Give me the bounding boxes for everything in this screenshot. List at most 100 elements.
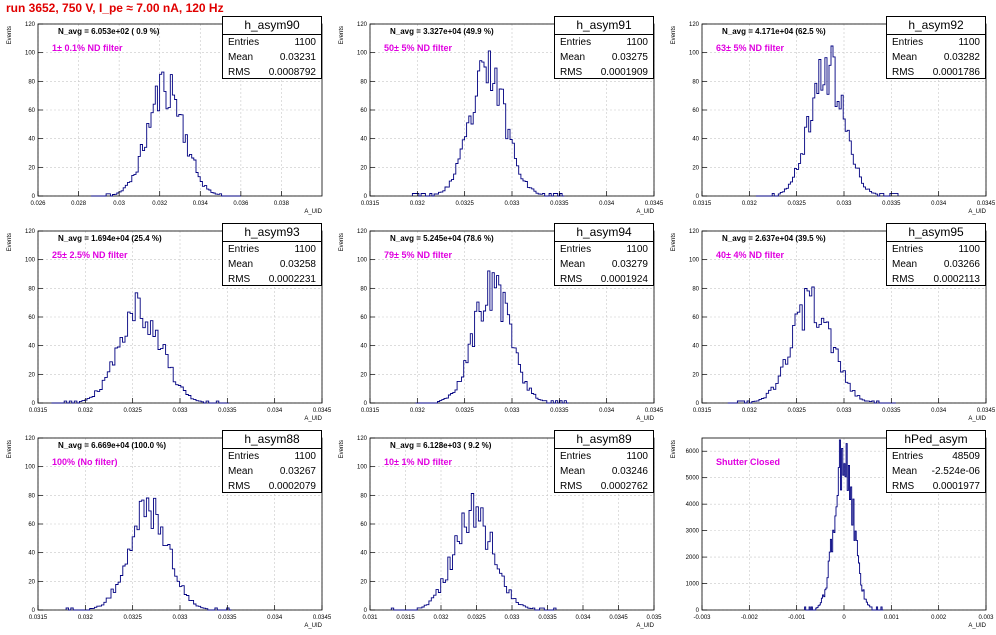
- stats-value: 0.0002079: [268, 481, 316, 492]
- stats-label: Mean: [892, 52, 918, 63]
- y-tick-label: 60: [360, 522, 367, 528]
- histogram-panel-h_asym89: 0.031 0.0315 0.032 0.0325 0.033 0.0335 0.034 0.…: [332, 428, 664, 635]
- stats-value: 1100: [958, 244, 980, 255]
- y-tick-label: 60: [692, 108, 699, 114]
- x-tick-label: -0.001: [788, 615, 806, 621]
- y-tick-label: 40: [692, 137, 699, 143]
- x-axis-title: A_UID: [968, 209, 986, 215]
- x-tick-label: 0.033: [172, 615, 188, 621]
- x-tick-label: 0.032: [410, 201, 426, 207]
- stats-box: h_asym93 Entries 1100 Mean 0.03258 RMS 0.00022…: [222, 223, 322, 286]
- x-tick-label: 0.0345: [645, 201, 664, 207]
- x-tick-label: 0.0325: [787, 201, 806, 207]
- x-tick-label: 0.033: [172, 408, 188, 414]
- stats-label: Entries: [228, 37, 260, 48]
- stats-label: Entries: [892, 37, 924, 48]
- y-tick-label: 40: [360, 551, 367, 557]
- x-tick-label: 0.0315: [361, 408, 380, 414]
- stats-value: 0.0001924: [600, 274, 648, 285]
- histogram-name: h_asym91: [555, 17, 653, 35]
- stats-row-entries: Entries 1100: [223, 35, 321, 50]
- stats-row-entries: Entries 48509: [887, 449, 985, 464]
- y-tick-label: 100: [25, 51, 36, 57]
- stats-value: 1100: [294, 451, 316, 462]
- y-tick-label: 120: [357, 22, 368, 28]
- filter-label: 40± 4% ND filter: [716, 250, 784, 260]
- filter-label: 63± 5% ND filter: [716, 43, 784, 53]
- stats-box: h_asym95 Entries 1100 Mean 0.03266 RMS 0.00021…: [886, 223, 986, 286]
- x-tick-label: 0.032: [433, 615, 449, 621]
- y-tick-label: 100: [357, 51, 368, 57]
- stats-label: Entries: [228, 244, 260, 255]
- histogram-panel-h_asym90: 0.026 0.028 0.03 0.032 0.034 0.036 0.038 0 20 40 6…: [0, 14, 332, 221]
- y-tick-label: 120: [25, 22, 36, 28]
- x-tick-label: 0.034: [193, 201, 209, 207]
- histogram-name: h_asym89: [555, 431, 653, 449]
- x-tick-label: 0.032: [742, 201, 758, 207]
- x-tick-label: 0.033: [504, 615, 520, 621]
- y-tick-label: 40: [28, 344, 35, 350]
- y-tick-label: 80: [360, 493, 367, 499]
- x-tick-label: 0.0325: [467, 615, 486, 621]
- y-tick-label: 0: [696, 194, 700, 200]
- x-tick-label: 0.0345: [313, 408, 332, 414]
- y-tick-label: 120: [357, 436, 368, 442]
- histogram-chart: 0.0315 0.032 0.0325 0.033 0.0335 0.034 0.0345 0…: [7, 436, 332, 629]
- histogram-panel-h_asym93: 0.0315 0.032 0.0325 0.033 0.0335 0.034 0.0345 0…: [0, 221, 332, 428]
- y-tick-label: 4000: [686, 502, 700, 508]
- stats-row-rms: RMS 0.0002079: [223, 479, 321, 494]
- y-axis-title: Events: [7, 233, 13, 251]
- stats-label: RMS: [560, 274, 583, 285]
- x-tick-label: 0.03: [113, 201, 125, 207]
- y-axis-title: Events: [671, 233, 677, 251]
- stats-value: 0.03258: [279, 259, 316, 270]
- histogram-name: hPed_asym: [887, 431, 985, 449]
- x-axis-title: A_UID: [304, 416, 322, 422]
- x-tick-label: 0.034: [267, 615, 283, 621]
- x-tick-label: 0.034: [599, 408, 615, 414]
- stats-row-rms: RMS 0.0002762: [555, 479, 653, 494]
- stats-value: 1100: [626, 244, 648, 255]
- navg-label: N_avg = 1.694e+04 (25.4 %): [58, 234, 162, 243]
- filter-label: 50± 5% ND filter: [384, 43, 452, 53]
- histogram-line: [51, 292, 229, 404]
- stats-label: RMS: [228, 67, 251, 78]
- stats-label: Mean: [892, 259, 918, 270]
- x-tick-label: 0: [842, 615, 846, 621]
- histogram-line: [804, 439, 884, 611]
- stats-label: Mean: [560, 52, 586, 63]
- y-tick-label: 80: [28, 493, 35, 499]
- histogram-chart: 0.0315 0.032 0.0325 0.033 0.0335 0.034 0.0345 0…: [671, 229, 996, 422]
- stats-row-rms: RMS 0.0001909: [555, 65, 653, 80]
- x-tick-label: 0.0325: [123, 408, 142, 414]
- histogram-line: [415, 270, 569, 404]
- stats-row-entries: Entries 1100: [555, 242, 653, 257]
- stats-value: 0.0002113: [933, 274, 980, 285]
- stats-label: Entries: [560, 451, 592, 462]
- stats-value: 1100: [958, 37, 980, 48]
- filter-label: 10± 1% ND filter: [384, 457, 452, 467]
- x-axis-title: A_UID: [304, 209, 322, 215]
- histogram-panel-h_asym94: 0.0315 0.032 0.0325 0.033 0.0335 0.034 0.0345 0…: [332, 221, 664, 428]
- x-tick-label: 0.0315: [693, 408, 712, 414]
- stats-label: RMS: [560, 481, 583, 492]
- x-tick-label: 0.036: [233, 201, 249, 207]
- y-tick-label: 100: [357, 465, 368, 471]
- y-tick-label: 100: [25, 258, 36, 264]
- y-tick-label: 120: [25, 229, 36, 235]
- stats-value: 0.03266: [943, 259, 980, 270]
- x-tick-label: 0.0325: [455, 201, 474, 207]
- stats-row-mean: Mean 0.03279: [555, 257, 653, 272]
- x-axis-title: A_UID: [968, 623, 986, 629]
- x-tick-label: -0.002: [741, 615, 759, 621]
- stats-row-mean: Mean 0.03267: [223, 464, 321, 479]
- x-tick-label: 0.0325: [455, 408, 474, 414]
- stats-box: hPed_asym Entries 48509 Mean -2.524e-06 RMS 0.…: [886, 430, 986, 493]
- histogram-line: [65, 497, 232, 611]
- stats-row-mean: Mean 0.03231: [223, 50, 321, 65]
- x-tick-label: 0.0345: [977, 201, 996, 207]
- x-axis-title: A_UID: [304, 623, 322, 629]
- navg-label: N_avg = 2.637e+04 (39.5 %): [722, 234, 826, 243]
- x-tick-label: 0.0335: [882, 201, 901, 207]
- histogram-panel-h_asym91: 0.0315 0.032 0.0325 0.033 0.0335 0.034 0.0345 0…: [332, 14, 664, 221]
